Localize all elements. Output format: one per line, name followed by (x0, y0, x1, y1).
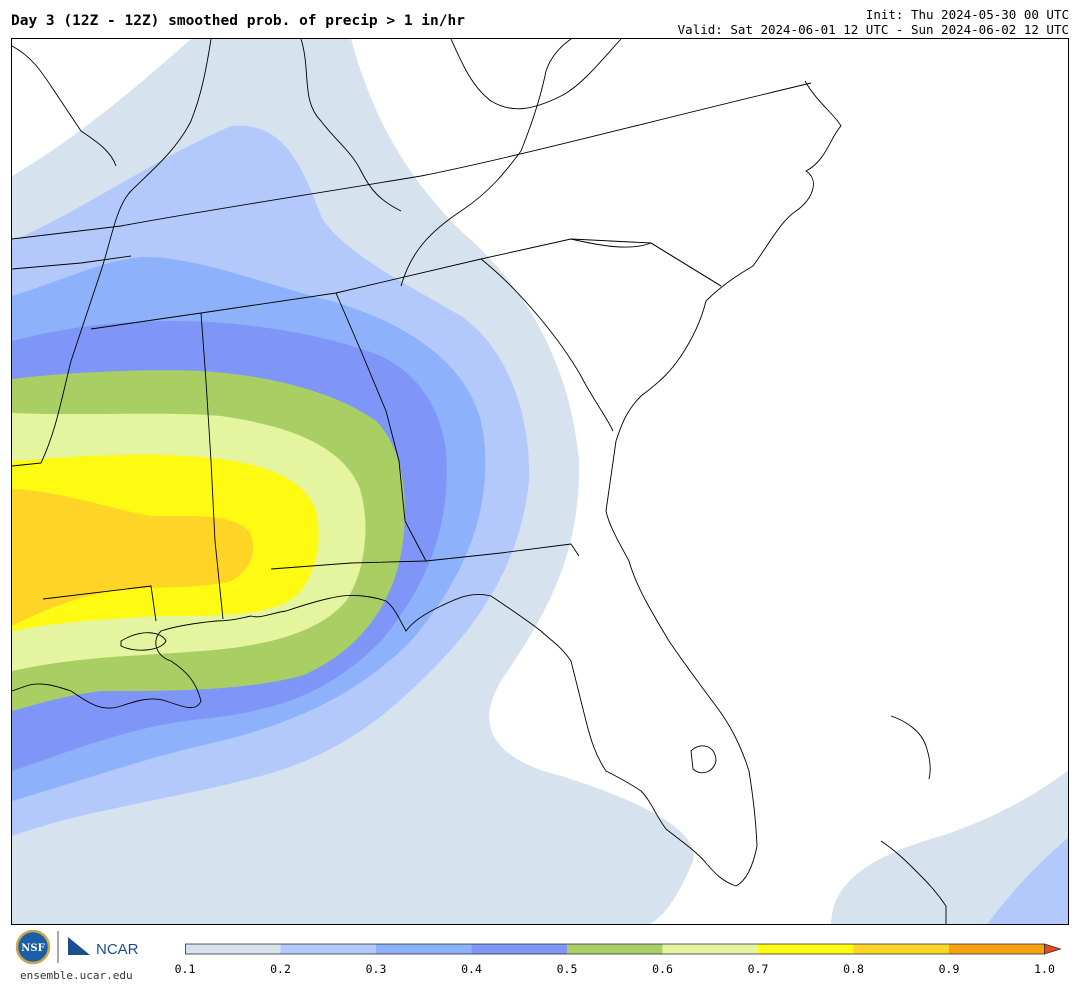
ncar-mark-icon (68, 937, 90, 955)
logo-area: NSF NCAR (14, 929, 174, 985)
state-line-il (12, 45, 117, 167)
colorbar-tick-label: 0.5 (556, 962, 578, 976)
boundaries (12, 39, 947, 924)
state-line-sc-ga (480, 258, 614, 432)
state-line-oh (450, 39, 622, 110)
lake-pontchartrain (120, 632, 167, 651)
valid-time: Valid: Sat 2024-06-01 12 UTC - Sun 2024-… (677, 22, 1069, 37)
contour-0.1-east (831, 770, 1068, 924)
state-line-la-ms (12, 39, 212, 467)
lake-okeechobee (690, 745, 717, 774)
colorbar-tick-label: 0.9 (938, 962, 960, 976)
cuba-coast (880, 840, 947, 924)
state-line-ga-fl (270, 543, 580, 570)
state-line-wv-va (300, 39, 402, 212)
contour-0.2-east (987, 837, 1068, 924)
map-canvas (12, 39, 1068, 924)
colorbar-segment (949, 944, 1045, 954)
colorbar-extend-arrow (1044, 943, 1062, 955)
colorbar-segment (280, 944, 376, 954)
init-time: Init: Thu 2024-05-30 00 UTC (865, 7, 1069, 22)
colorbar-tick-label: 0.4 (461, 962, 482, 976)
contour-0.8 (12, 489, 254, 626)
colorbar-segment (185, 944, 281, 954)
colorbar-tick-label: 0.8 (843, 962, 864, 976)
colorbar-segment (853, 944, 949, 954)
state-line-ky-wv (400, 39, 572, 287)
colorbar-segment (376, 944, 472, 954)
ncar-logo-text: NCAR (96, 941, 139, 958)
state-line-nc-sc (570, 238, 722, 287)
colorbar-ticks: 0.1 0.2 0.3 0.4 0.5 0.6 0.7 0.8 0.9 1.0 (0, 962, 1080, 982)
probability-contours (12, 39, 1068, 924)
colorbar-tick-label: 0.6 (652, 962, 673, 976)
atlantic-coastline (215, 80, 842, 887)
state-line-ms-al (200, 312, 224, 620)
colorbar-segment (567, 944, 663, 954)
nsf-ncar-logo: NSF NCAR (15, 929, 139, 965)
colorbar-tick-label: 1.0 (1034, 962, 1055, 976)
colorbar-segment (758, 944, 854, 954)
timestamp-block: Init: Thu 2024-05-30 00 UTC Valid: Sat 2… (678, 7, 1069, 37)
probability-map[interactable] (11, 38, 1069, 925)
nsf-seal-icon (15, 929, 51, 965)
colorbar-tick-label: 0.1 (174, 962, 196, 976)
colorbar (185, 943, 1062, 955)
colorbar-segment (471, 944, 567, 954)
bahamas-coast (890, 715, 931, 780)
site-url[interactable]: ensemble.ucar.edu (20, 969, 133, 982)
colorbar-segment (662, 944, 758, 954)
colorbar-tick-label: 0.7 (747, 962, 769, 976)
state-line-al-ga (335, 292, 427, 562)
colorbar-tick-label: 0.2 (270, 962, 291, 976)
nsf-logo-text: NSF (21, 943, 44, 954)
colorbar-tick-label: 0.3 (365, 962, 387, 976)
state-line-la-south (42, 585, 157, 622)
state-line-tn-ky (12, 255, 132, 270)
state-line-va-nc (12, 82, 812, 240)
page-title: Day 3 (12Z - 12Z) smoothed prob. of prec… (11, 13, 465, 29)
